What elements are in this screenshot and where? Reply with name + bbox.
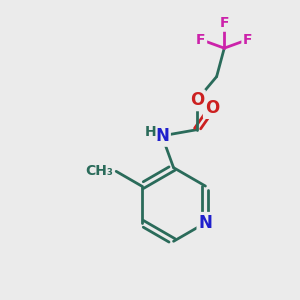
- Text: F: F: [220, 16, 229, 30]
- Text: N: N: [199, 214, 212, 232]
- Text: F: F: [196, 33, 206, 46]
- Text: O: O: [190, 91, 204, 109]
- Text: O: O: [205, 99, 219, 117]
- Text: N: N: [155, 127, 169, 145]
- Text: CH₃: CH₃: [85, 164, 113, 178]
- Text: H: H: [145, 125, 157, 139]
- Text: F: F: [243, 33, 253, 46]
